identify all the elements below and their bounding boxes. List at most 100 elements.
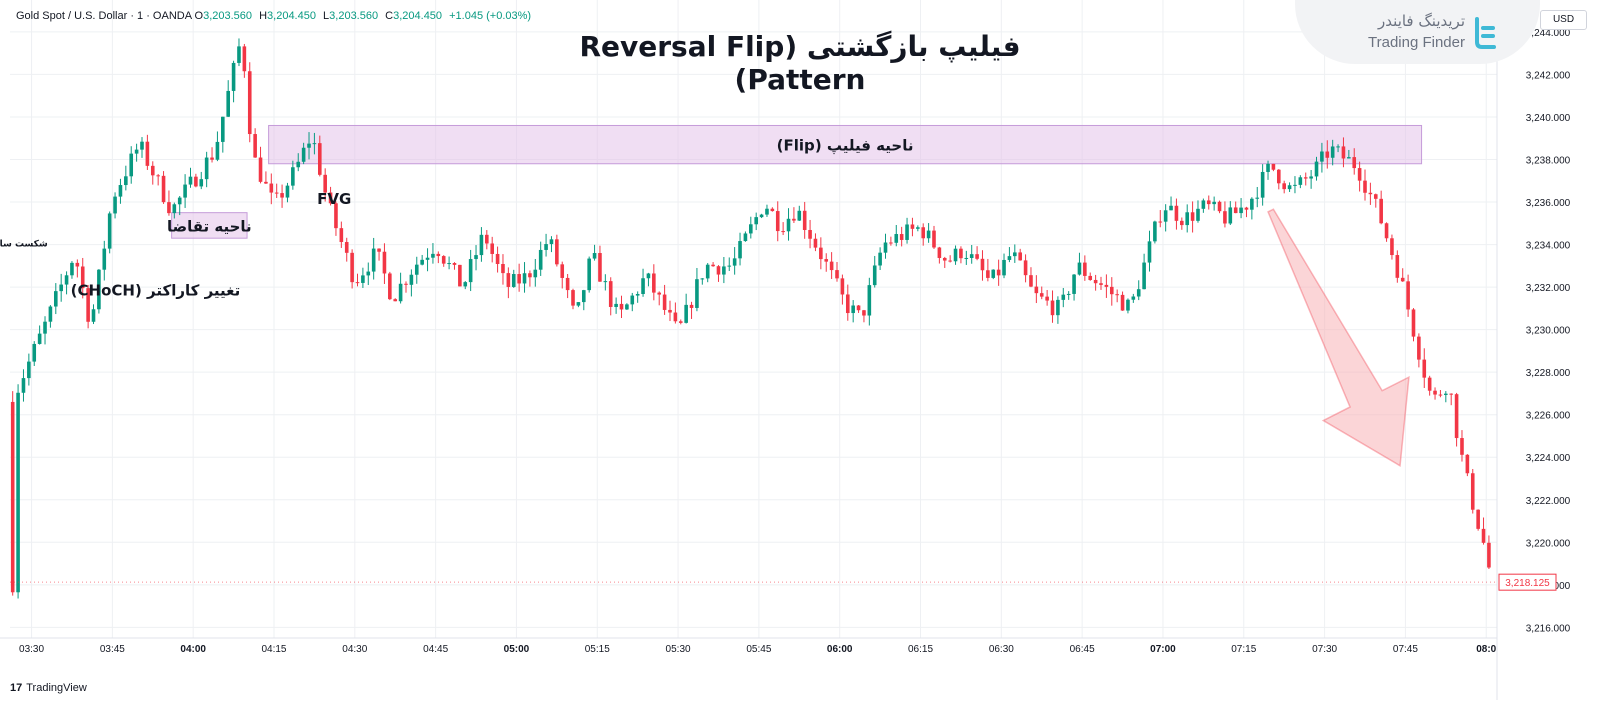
last-price-label: 3,218.125 bbox=[1505, 578, 1550, 589]
candle-body bbox=[334, 203, 338, 229]
time-tick-label: 06:00 bbox=[827, 644, 853, 655]
candle-body bbox=[1153, 221, 1157, 242]
candle-body bbox=[468, 259, 473, 283]
candle-body bbox=[916, 227, 920, 229]
candle-body bbox=[1093, 279, 1098, 284]
candle-body bbox=[851, 305, 855, 314]
candle-body bbox=[398, 283, 403, 302]
candle-body bbox=[1147, 241, 1152, 263]
candle-body bbox=[1395, 255, 1400, 278]
candle-body bbox=[1206, 200, 1211, 205]
flip-zone-label: ناحیه فیلیپ (Flip) bbox=[777, 137, 914, 155]
candle-body bbox=[1174, 205, 1179, 221]
candle-body bbox=[937, 247, 942, 258]
candle-body bbox=[258, 157, 263, 182]
candle-body bbox=[129, 153, 134, 177]
symbol-label[interactable]: Gold Spot / U.S. Dollar · 1 · OANDA bbox=[16, 10, 192, 22]
candle-body bbox=[1282, 183, 1286, 190]
candle-body bbox=[221, 116, 225, 142]
candle-body bbox=[1120, 294, 1125, 311]
candle-body bbox=[652, 273, 656, 293]
candle-body bbox=[425, 257, 430, 260]
candle-body bbox=[70, 262, 74, 276]
candle-body bbox=[829, 261, 834, 271]
candle-body bbox=[996, 269, 1001, 276]
chart-title: فیلیپ بازگشتی (Reversal Flip Pattern) bbox=[579, 30, 1021, 96]
close-value: 3,204.450 bbox=[393, 10, 443, 22]
candle-body bbox=[495, 253, 500, 265]
candle-body bbox=[673, 312, 678, 322]
candle-body bbox=[856, 305, 861, 311]
time-tick-label: 08:0 bbox=[1476, 644, 1496, 655]
price-tick-label: 3,242.000 bbox=[1526, 70, 1571, 81]
candle-body bbox=[1056, 299, 1060, 316]
candle-body bbox=[517, 274, 521, 284]
candle-body bbox=[167, 202, 171, 214]
high-label: H bbox=[259, 10, 268, 22]
candle-body bbox=[1336, 146, 1340, 148]
candle-body bbox=[991, 269, 996, 278]
candle-body bbox=[619, 303, 624, 310]
candle-body bbox=[1039, 293, 1044, 297]
time-tick-label: 04:45 bbox=[423, 644, 448, 655]
candle-body bbox=[1023, 260, 1028, 276]
candle-body bbox=[716, 266, 721, 275]
candle-body bbox=[339, 228, 344, 243]
candle-body bbox=[711, 264, 715, 267]
candle-body bbox=[813, 238, 818, 248]
candle-body bbox=[463, 282, 468, 287]
candle-body bbox=[1018, 252, 1022, 261]
candle-body bbox=[1196, 208, 1200, 221]
currency-button[interactable]: USD bbox=[1540, 10, 1587, 30]
candle-body bbox=[140, 141, 144, 150]
low-label: L bbox=[323, 10, 330, 22]
candle-body bbox=[581, 290, 586, 303]
candle-body bbox=[1330, 146, 1335, 158]
candle-body bbox=[1250, 198, 1254, 210]
candle-body bbox=[544, 244, 548, 250]
candle-body bbox=[274, 192, 279, 194]
candle-body bbox=[1438, 394, 1443, 396]
candle-body bbox=[1454, 394, 1459, 439]
candle-body bbox=[124, 176, 128, 186]
candle-body bbox=[975, 254, 979, 259]
candle-body bbox=[237, 46, 241, 63]
candle-body bbox=[932, 230, 936, 248]
price-tick-label: 3,226.000 bbox=[1526, 411, 1571, 422]
candle-body bbox=[1347, 157, 1351, 159]
candle-body bbox=[1303, 177, 1308, 179]
candle-body bbox=[291, 167, 295, 186]
candle-body bbox=[684, 304, 688, 323]
low-value: 3,203.560 bbox=[329, 10, 379, 22]
candle-body bbox=[1255, 197, 1260, 199]
flip-zone bbox=[268, 124, 1423, 165]
candle-body bbox=[361, 275, 365, 283]
candle-body bbox=[1034, 286, 1039, 294]
candle-body bbox=[614, 303, 618, 307]
time-tick-label: 04:00 bbox=[180, 644, 206, 655]
candle-body bbox=[1002, 259, 1006, 276]
price-tick-label: 3,228.000 bbox=[1526, 368, 1571, 379]
logo-name-fa: تریدینگ فایندر bbox=[1378, 12, 1465, 30]
price-tick-label: 3,232.000 bbox=[1526, 283, 1571, 294]
candle-body bbox=[183, 184, 187, 198]
candle-body bbox=[1217, 201, 1222, 212]
candle-body bbox=[1066, 293, 1071, 295]
price-tick-label: 3,224.000 bbox=[1526, 453, 1571, 464]
bearish-arrow bbox=[1267, 208, 1410, 467]
candle-body bbox=[199, 179, 204, 187]
candle-body bbox=[231, 62, 236, 91]
candle-body bbox=[587, 258, 591, 291]
candle-body bbox=[215, 141, 220, 160]
candle-body bbox=[942, 257, 947, 261]
candles-group bbox=[10, 38, 1491, 599]
candle-body bbox=[948, 260, 952, 262]
candle-body bbox=[802, 210, 807, 230]
candle-body bbox=[625, 304, 629, 310]
candle-body bbox=[889, 242, 893, 244]
candle-body bbox=[1411, 309, 1416, 337]
candle-body bbox=[32, 343, 37, 362]
candle-body bbox=[350, 252, 354, 283]
